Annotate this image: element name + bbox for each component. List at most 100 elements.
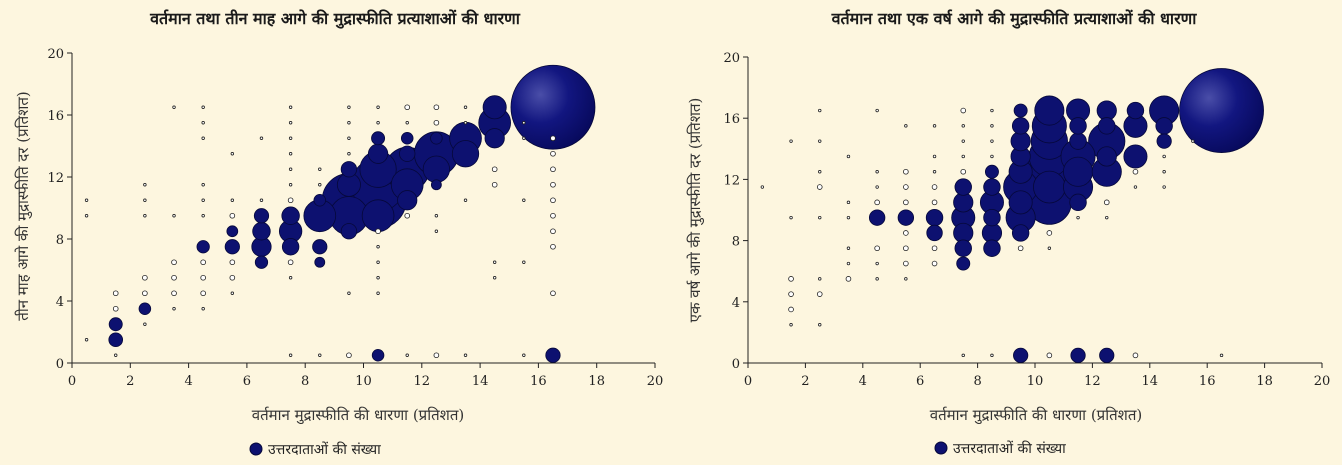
bubble-point bbox=[1069, 132, 1087, 150]
bubble-point bbox=[522, 353, 526, 357]
bubble-point bbox=[84, 338, 89, 342]
bubble-point bbox=[108, 317, 123, 332]
bubble-point bbox=[550, 181, 556, 188]
legend-marker bbox=[934, 441, 948, 455]
bubble-point bbox=[1126, 101, 1145, 120]
bubble-point bbox=[288, 353, 293, 357]
bubble-point bbox=[522, 136, 526, 140]
bubble-point bbox=[112, 290, 119, 297]
bubble-point bbox=[510, 64, 596, 150]
bubble-point bbox=[1132, 352, 1139, 359]
bubble-point bbox=[789, 323, 793, 327]
bubble-point bbox=[550, 197, 556, 204]
bubble-point bbox=[1011, 224, 1030, 242]
bubble-point bbox=[84, 198, 89, 202]
bubble-point bbox=[788, 306, 794, 313]
bubble-point bbox=[1069, 193, 1087, 212]
y-axis-label: एक वर्ष आगे की मुद्रास्फीति दर (प्रतिशत) bbox=[686, 98, 705, 323]
x-axis-label: वर्तमान मुद्रास्फीति की धारणा (प्रतिशत) bbox=[930, 406, 1143, 425]
bubble-point bbox=[931, 245, 938, 252]
bubble-point bbox=[1033, 170, 1066, 204]
bubble-point bbox=[201, 214, 205, 218]
bubble-point bbox=[954, 239, 972, 257]
x-tick-label: 4 bbox=[184, 374, 192, 389]
bubble-point bbox=[313, 193, 327, 207]
bubble-point bbox=[1179, 68, 1264, 153]
y-tick-label: 20 bbox=[723, 51, 740, 66]
bubble-point bbox=[931, 260, 938, 267]
bubble-point bbox=[1162, 154, 1166, 159]
bubble-point bbox=[903, 199, 909, 206]
bubble-point bbox=[1013, 347, 1029, 363]
bubble-point bbox=[400, 131, 414, 145]
bubble-point bbox=[430, 179, 442, 191]
bubble-point bbox=[903, 245, 909, 252]
y-tick-label: 16 bbox=[723, 112, 740, 127]
bubble-point bbox=[1155, 117, 1173, 135]
bubble-point bbox=[259, 136, 264, 140]
bubble-point bbox=[845, 276, 852, 282]
bubble-point bbox=[954, 178, 972, 196]
chart-panel-three-month: वर्तमान तथा तीन माह आगे की मुद्रास्फीति … bbox=[14, 9, 663, 458]
x-tick-label: 20 bbox=[1314, 374, 1331, 389]
bubble-point bbox=[108, 332, 124, 348]
x-tick-label: 10 bbox=[355, 374, 372, 389]
bubble-point bbox=[433, 104, 440, 111]
bubble-point bbox=[318, 183, 322, 187]
bubble-point bbox=[1046, 352, 1053, 359]
bubble-point bbox=[846, 246, 851, 250]
bubble-point bbox=[789, 215, 793, 220]
bubble-point bbox=[983, 239, 1001, 257]
x-tick-label: 4 bbox=[859, 374, 867, 389]
bubble-point bbox=[1219, 353, 1224, 358]
x-tick-label: 6 bbox=[243, 374, 251, 389]
bubble-point bbox=[1076, 215, 1080, 220]
bubble-point bbox=[201, 105, 205, 109]
bubble-point bbox=[201, 198, 205, 202]
x-tick-label: 0 bbox=[68, 374, 76, 389]
bubble-point bbox=[397, 190, 418, 211]
bubble-point bbox=[376, 276, 380, 280]
y-tick-label: 8 bbox=[56, 233, 64, 248]
bubble-point bbox=[903, 230, 909, 236]
bubble-point bbox=[230, 291, 235, 295]
bubble-point bbox=[347, 121, 351, 125]
bubble-point bbox=[288, 152, 293, 156]
bubble-point bbox=[288, 105, 293, 109]
bubble-point bbox=[346, 352, 352, 359]
bubble-point bbox=[114, 353, 118, 357]
bubble-point bbox=[404, 104, 411, 111]
bubble-point bbox=[287, 259, 294, 266]
bubble-point bbox=[1096, 146, 1117, 167]
y-tick-label: 20 bbox=[47, 47, 64, 62]
bubble-point bbox=[399, 145, 416, 162]
x-tick-label: 0 bbox=[744, 374, 752, 389]
bubble-point bbox=[314, 256, 326, 268]
bubble-point bbox=[818, 323, 822, 327]
bubble-point bbox=[171, 290, 177, 297]
bubble-point bbox=[347, 105, 351, 109]
bubble-point bbox=[846, 261, 851, 266]
chart-title: वर्तमान तथा एक वर्ष आगे की मुद्रास्फीति … bbox=[831, 9, 1198, 29]
bubble-point bbox=[846, 215, 851, 220]
bubble-point bbox=[259, 198, 264, 202]
bubble-point bbox=[1133, 185, 1138, 189]
bubble-point bbox=[252, 222, 271, 241]
bubble-point bbox=[288, 121, 293, 125]
bubble-point bbox=[143, 198, 147, 202]
bubble-point bbox=[143, 322, 147, 326]
axes: 0 2 4 6 8 10 12 14 16 18 20 0 4 8 12 16 20 bbox=[723, 51, 1330, 389]
bubble-point bbox=[1098, 117, 1116, 135]
x-tick-label: 2 bbox=[126, 374, 134, 389]
bubble-point bbox=[818, 170, 822, 174]
bubble-point bbox=[405, 121, 409, 125]
bubble-point bbox=[288, 136, 293, 140]
bubble-point bbox=[897, 209, 915, 226]
bubble-point bbox=[318, 353, 322, 357]
bubble-point bbox=[875, 261, 879, 266]
bubble-point bbox=[430, 131, 443, 145]
bubble-point bbox=[492, 260, 497, 264]
y-tick-label: 0 bbox=[732, 357, 740, 372]
bubble-point bbox=[816, 184, 823, 190]
bubble-point bbox=[230, 198, 235, 202]
